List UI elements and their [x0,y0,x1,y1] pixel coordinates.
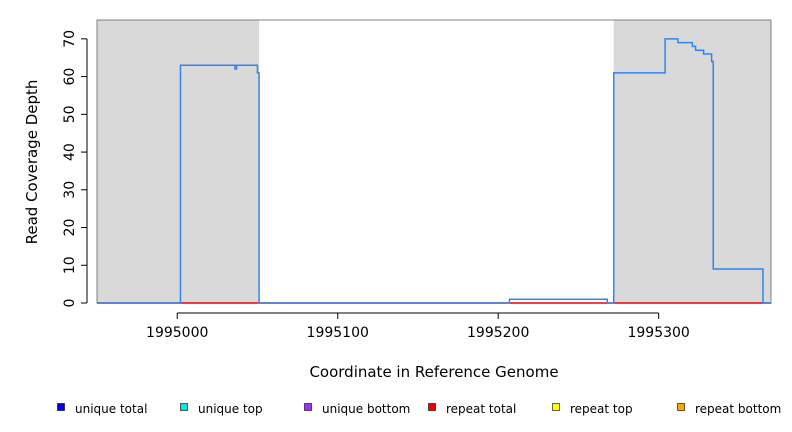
y-tick-label: 70 [62,30,78,48]
y-tick-label: 0 [62,299,78,308]
legend-swatch [677,403,685,411]
y-tick-label: 50 [62,105,78,123]
shaded-region-0 [97,20,260,303]
legend-entry: unique total [57,402,147,416]
x-axis-title: Coordinate in Reference Genome [309,363,558,381]
shaded-regions [97,20,771,303]
x-tick-label: 1995000 [146,325,208,341]
y-tick-label: 10 [62,256,78,274]
x-tick-label: 1995200 [467,325,529,341]
y-axis-title: Read Coverage Depth [23,80,41,245]
y-tick-label: 60 [62,68,78,86]
legend-entry: unique bottom [304,402,410,416]
legend-label: repeat top [570,402,633,416]
legend-swatch [180,403,188,411]
legend-entry: repeat top [552,402,633,416]
y-tick-label: 20 [62,219,78,237]
legend-entry: repeat bottom [677,402,781,416]
x-axis: 1995000 1995100 1995200 1995300 [146,312,690,341]
legend-label: unique bottom [322,402,410,416]
legend-entry: repeat total [428,402,516,416]
legend-entry: unique top [180,402,263,416]
legend-label: unique top [198,402,263,416]
legend-label: unique total [75,402,147,416]
legend-swatch [428,403,436,411]
series-unique-total [97,38,771,304]
x-tick-label: 1995100 [307,325,369,341]
series-layer [97,38,771,304]
x-tick-label: 1995300 [627,325,689,341]
legend-label: repeat bottom [695,402,781,416]
legend-swatch [57,403,65,411]
y-tick-label: 30 [62,181,78,199]
y-tick-label: 40 [62,143,78,161]
legend-label: repeat total [446,402,516,416]
y-axis: 0 10 20 30 40 50 60 70 [62,30,88,308]
legend: unique total unique top unique bottom repea… [57,402,781,416]
legend-swatch [304,403,312,411]
legend-swatch [552,403,560,411]
shaded-region-1 [613,20,771,303]
